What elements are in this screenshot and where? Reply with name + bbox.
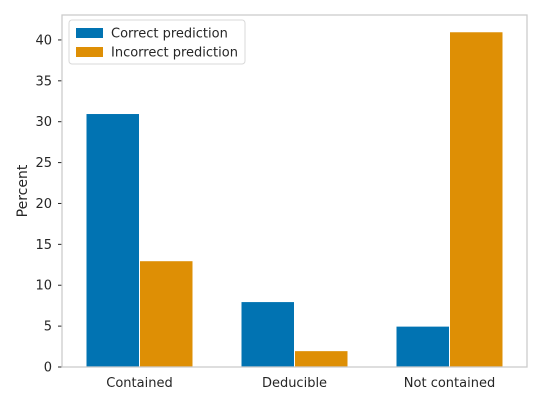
bar-deducible-correct xyxy=(240,301,295,368)
legend: Correct prediction Incorrect prediction xyxy=(68,19,246,65)
plot-frame xyxy=(61,14,528,368)
y-axis-label: Percent xyxy=(15,164,31,217)
bar-not-contained-incorrect xyxy=(449,31,504,368)
y-tick-label: 40 xyxy=(35,33,52,48)
bars-group xyxy=(85,31,504,368)
bar-deducible-incorrect xyxy=(294,350,349,368)
legend-box xyxy=(68,19,246,65)
y-tick-label: 0 xyxy=(44,361,52,376)
legend-label: Correct prediction xyxy=(111,27,228,42)
bar-not-contained-correct xyxy=(395,325,450,368)
y-tick-label: 20 xyxy=(35,197,52,212)
legend-label: Incorrect prediction xyxy=(111,46,238,61)
y-tick-label: 10 xyxy=(35,279,52,294)
y-tick-label: 25 xyxy=(35,156,52,171)
x-tick-label: Not contained xyxy=(404,376,495,391)
y-tick-label: 5 xyxy=(44,320,52,335)
legend-swatch xyxy=(76,28,103,38)
x-axis-ticks: Contained Deducible Not contained xyxy=(106,376,495,391)
y-tick-label: 30 xyxy=(35,115,52,130)
legend-swatch xyxy=(76,47,103,57)
y-tick-label: 35 xyxy=(35,74,52,89)
x-tick-label: Deducible xyxy=(262,376,327,391)
bar-contained-correct xyxy=(85,113,140,368)
y-axis-ticks: 0 5 10 15 20 25 30 35 40 xyxy=(35,33,62,376)
y-tick-label: 15 xyxy=(35,238,52,253)
x-tick-label: Contained xyxy=(106,376,172,391)
bar-contained-incorrect xyxy=(139,260,194,368)
